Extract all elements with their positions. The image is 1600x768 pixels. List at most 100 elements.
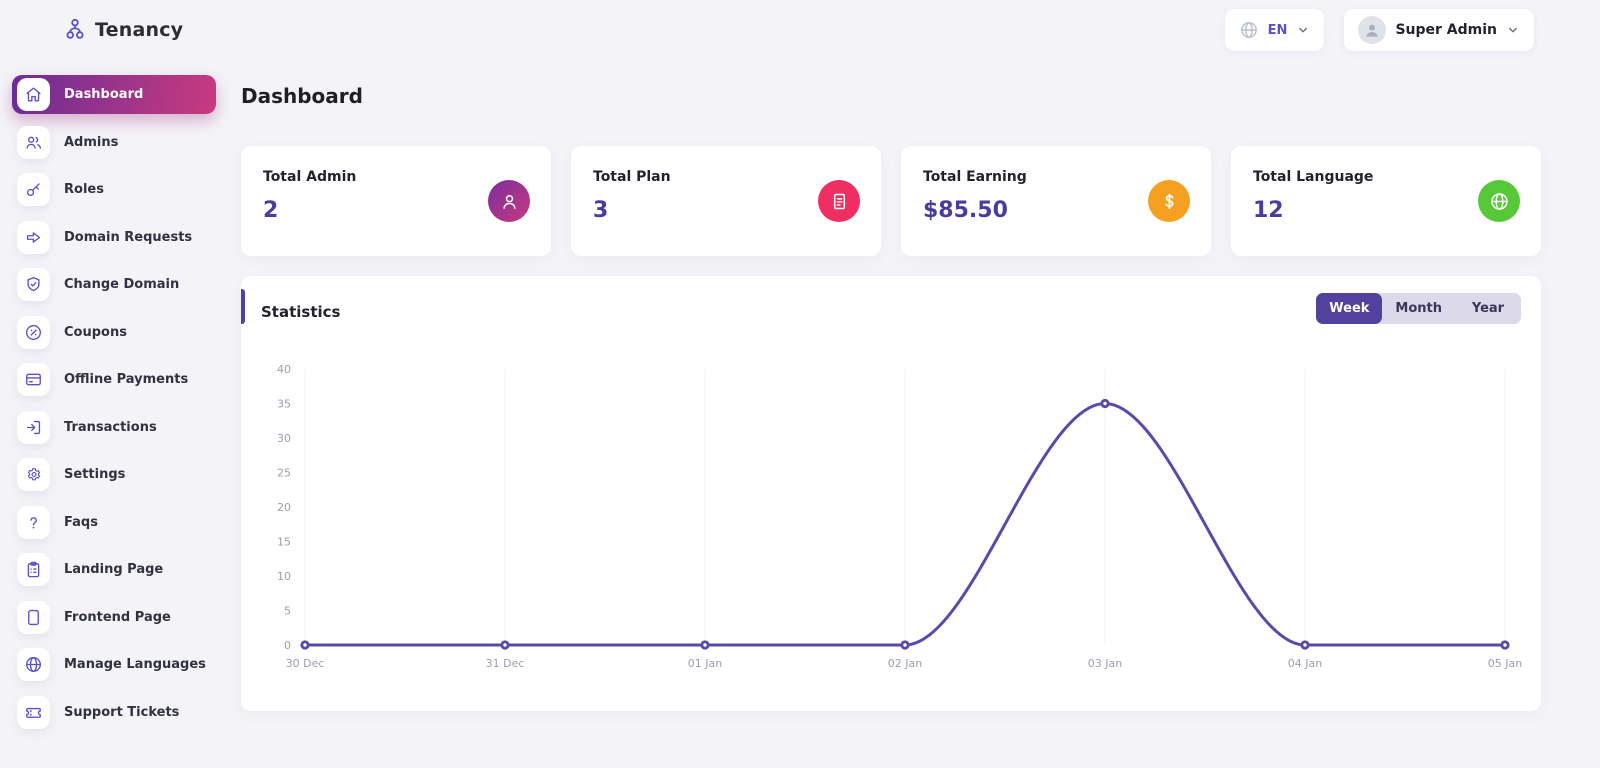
page-title: Dashboard xyxy=(241,84,363,108)
doc-lines-icon xyxy=(818,180,860,222)
sidebar-item-coupons[interactable]: Coupons xyxy=(12,313,216,352)
sidebar-item-label: Settings xyxy=(64,467,126,482)
svg-text:0: 0 xyxy=(284,639,291,652)
gear-icon xyxy=(17,458,50,491)
svg-text:01 Jan: 01 Jan xyxy=(688,657,722,670)
tab-year[interactable]: Year xyxy=(1471,301,1505,316)
chevron-down-icon xyxy=(1296,23,1310,37)
stat-card-label: Total Plan xyxy=(593,169,671,185)
sidebar-item-label: Offline Payments xyxy=(64,372,189,387)
tab-month[interactable]: Month xyxy=(1395,301,1442,316)
user-name: Super Admin xyxy=(1395,22,1497,38)
sidebar-item-transactions[interactable]: Transactions xyxy=(12,408,216,447)
sidebar-item-label: Transactions xyxy=(64,419,157,435)
sidebar-item-label: Roles xyxy=(64,182,104,197)
range-tab-group: Week Month Year xyxy=(1316,293,1521,324)
user-menu[interactable]: Super Admin xyxy=(1344,9,1534,51)
sidebar-item-label: Change Domain xyxy=(64,277,180,292)
sidebar-item-admins[interactable]: Admins xyxy=(12,123,216,162)
stat-card-total-language: Total Language 12 xyxy=(1231,146,1541,256)
sidebar-item-faqs[interactable]: Faqs xyxy=(12,503,216,542)
svg-text:15: 15 xyxy=(277,536,291,549)
users-icon xyxy=(17,125,50,159)
question-icon xyxy=(17,505,50,539)
svg-text:25: 25 xyxy=(277,467,291,480)
percent-icon xyxy=(17,315,50,349)
person-icon xyxy=(488,180,530,222)
stat-card-value: $85.50 xyxy=(923,198,1008,223)
topbar: Tenancy EN Super Admin xyxy=(0,0,1600,60)
tab-week[interactable]: Week xyxy=(1316,293,1383,324)
sidebar-item-change-domain[interactable]: Change Domain xyxy=(12,265,216,304)
sidebar-item-settings[interactable]: Settings xyxy=(12,455,216,494)
chevron-down-icon xyxy=(1506,23,1520,37)
sidebar-item-label: Faqs xyxy=(64,514,98,530)
statistics-title: Statistics xyxy=(261,302,341,321)
main-content: Dashboard Total Admin 2 Total Plan 3 Tot… xyxy=(241,60,1541,711)
statistics-header: Statistics Week Month Year xyxy=(261,293,1521,324)
stat-card-total-admin: Total Admin 2 xyxy=(241,146,551,256)
app-logo[interactable]: Tenancy xyxy=(62,17,183,43)
sidebar-item-landing-page[interactable]: Landing Page xyxy=(12,550,216,589)
svg-text:20: 20 xyxy=(277,501,291,514)
stat-card-value: 12 xyxy=(1253,198,1284,223)
statistics-card: Statistics Week Month Year 0 5 10 15 20 25 30 35 4… xyxy=(241,276,1541,711)
sidebar-item-label: Dashboard xyxy=(64,87,144,102)
globe-icon xyxy=(1478,180,1520,222)
stat-card-total-earning: Total Earning $85.50 xyxy=(901,146,1211,256)
sidebar-item-support-tickets[interactable]: Support Tickets xyxy=(12,693,216,732)
sidebar-item-offline-payments[interactable]: Offline Payments xyxy=(12,360,216,399)
credit-card-icon xyxy=(17,363,50,396)
sidebar-nav: Dashboard Admins Roles Domain Requests C… xyxy=(0,60,228,740)
sidebar-item-label: Domain Requests xyxy=(64,229,193,245)
topbar-controls: EN Super Admin xyxy=(1224,9,1534,51)
stat-card-label: Total Earning xyxy=(923,169,1027,185)
hierarchy-logo-icon xyxy=(62,17,88,43)
sidebar-item-domain-requests[interactable]: Domain Requests xyxy=(12,218,216,257)
accent-bar xyxy=(241,289,245,324)
sidebar-item-label: Coupons xyxy=(64,324,127,340)
svg-text:03 Jan: 03 Jan xyxy=(1088,657,1122,670)
sidebar-item-dashboard[interactable]: Dashboard xyxy=(12,75,216,114)
svg-text:5: 5 xyxy=(284,605,291,618)
sidebar-item-label: Frontend Page xyxy=(64,609,171,625)
ticket-icon xyxy=(17,695,50,729)
brand-name: Tenancy xyxy=(95,19,184,41)
svg-text:30: 30 xyxy=(277,432,291,445)
tablet-icon xyxy=(17,600,50,634)
sidebar-item-manage-languages[interactable]: Manage Languages xyxy=(12,645,216,684)
globe-icon xyxy=(1239,20,1259,40)
svg-text:04 Jan: 04 Jan xyxy=(1288,657,1322,670)
stat-cards-grid: Total Admin 2 Total Plan 3 Total Earning… xyxy=(241,146,1541,256)
sidebar-item-label: Manage Languages xyxy=(64,657,206,672)
clipboard-icon xyxy=(17,553,50,586)
svg-text:31 Dec: 31 Dec xyxy=(486,657,525,670)
svg-text:40: 40 xyxy=(277,363,291,376)
svg-text:05 Jan: 05 Jan xyxy=(1488,657,1522,670)
svg-text:35: 35 xyxy=(277,398,291,411)
svg-text:10: 10 xyxy=(277,570,291,583)
stat-card-total-plan: Total Plan 3 xyxy=(571,146,881,256)
shield-check-icon xyxy=(17,268,50,301)
avatar xyxy=(1358,16,1387,44)
dollar-icon xyxy=(1148,180,1190,222)
globe-icon xyxy=(17,648,50,681)
sidebar-item-label: Landing Page xyxy=(64,562,164,577)
import-icon xyxy=(17,410,50,444)
sidebar-item-roles[interactable]: Roles xyxy=(12,170,216,209)
stat-card-label: Total Language xyxy=(1253,169,1374,185)
sidebar-item-label: Support Tickets xyxy=(64,704,180,720)
statistics-chart-canvas[interactable]: 0 5 10 15 20 25 30 35 40 30 Dec 31 Dec 01 Jan 02 Jan… xyxy=(261,357,1522,679)
language-selector[interactable]: EN xyxy=(1224,9,1325,51)
language-code: EN xyxy=(1267,22,1288,38)
stat-card-value: 3 xyxy=(593,198,609,223)
stat-card-value: 2 xyxy=(263,198,279,223)
key-icon xyxy=(17,173,50,206)
arrow-right-icon xyxy=(17,220,50,254)
sidebar-item-frontend-page[interactable]: Frontend Page xyxy=(12,598,216,637)
svg-text:30 Dec: 30 Dec xyxy=(286,657,325,670)
svg-text:02 Jan: 02 Jan xyxy=(888,657,922,670)
stat-card-label: Total Admin xyxy=(263,169,357,185)
sidebar-item-label: Admins xyxy=(64,134,119,150)
home-icon xyxy=(17,78,50,111)
